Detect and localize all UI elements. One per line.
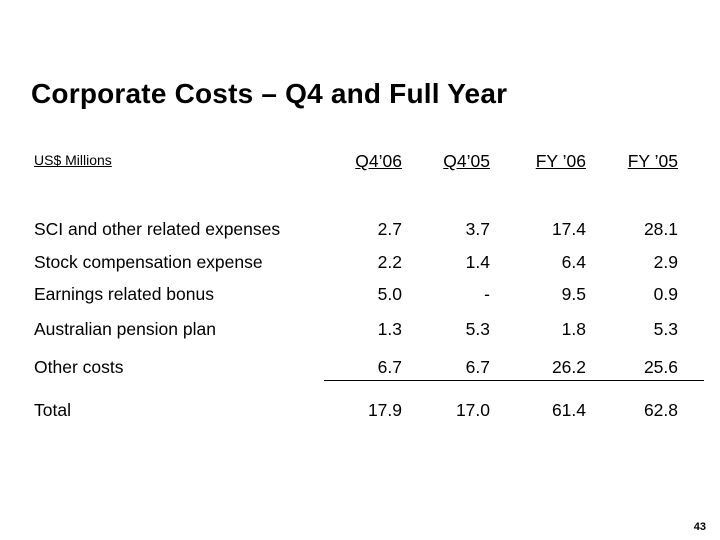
cell: 6.4 bbox=[561, 252, 586, 272]
row-label-other-costs: Other costs bbox=[34, 357, 124, 377]
cell: 62.8 bbox=[643, 400, 678, 420]
cell: 61.4 bbox=[551, 400, 586, 420]
cell: 5.3 bbox=[465, 319, 490, 339]
cell: 0.9 bbox=[653, 284, 678, 304]
cell: 2.2 bbox=[377, 252, 402, 272]
column-header-fy-05: FY ’05 bbox=[627, 151, 678, 171]
cell: 3.7 bbox=[465, 219, 490, 239]
row-label-total: Total bbox=[34, 400, 71, 420]
cell: 25.6 bbox=[643, 357, 678, 377]
cell: 2.9 bbox=[653, 252, 678, 272]
cell: 17.4 bbox=[551, 219, 586, 239]
slide-title: Corporate Costs – Q4 and Full Year bbox=[31, 78, 508, 109]
cell: 1.3 bbox=[377, 319, 402, 339]
cell: 17.0 bbox=[455, 400, 490, 420]
total-divider bbox=[324, 380, 704, 381]
units-label: US$ Millions bbox=[34, 152, 112, 168]
cell: 28.1 bbox=[643, 219, 678, 239]
row-label-sci: SCI and other related expenses bbox=[34, 219, 281, 239]
cell: 1.8 bbox=[561, 319, 586, 339]
row-label-australian-pension: Australian pension plan bbox=[34, 319, 216, 339]
row-label-stock-compensation: Stock compensation expense bbox=[34, 252, 263, 272]
cell: 2.7 bbox=[377, 219, 402, 239]
cell: - bbox=[484, 284, 490, 304]
cell: 5.3 bbox=[653, 319, 678, 339]
cell: 9.5 bbox=[561, 284, 586, 304]
cell: 1.4 bbox=[465, 252, 490, 272]
cell: 17.9 bbox=[367, 400, 402, 420]
column-header-q4-06: Q4’06 bbox=[355, 151, 402, 171]
column-header-fy-06: FY ’06 bbox=[535, 151, 586, 171]
cell: 5.0 bbox=[377, 284, 402, 304]
column-header-q4-05: Q4’05 bbox=[443, 151, 490, 171]
cell: 6.7 bbox=[377, 357, 402, 377]
cell: 26.2 bbox=[551, 357, 586, 377]
cell: 6.7 bbox=[465, 357, 490, 377]
page-number: 43 bbox=[693, 521, 706, 533]
row-label-earnings-bonus: Earnings related bonus bbox=[34, 284, 214, 304]
